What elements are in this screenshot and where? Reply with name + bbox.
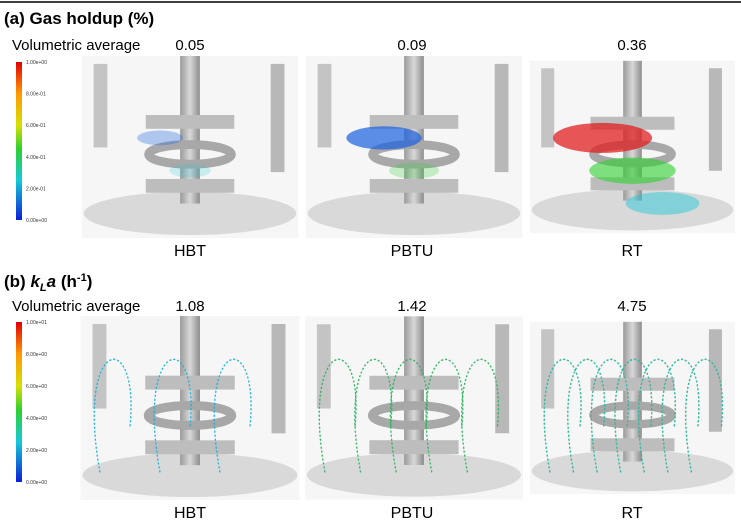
gas-region [137, 131, 183, 146]
impeller-name: HBT [174, 243, 206, 260]
colorbar-tick-label: 4.00e+00 [26, 416, 47, 422]
panel-title-text: Gas holdup (%) [30, 9, 155, 28]
colorbar-tick-label: 0.00e+00 [26, 480, 47, 486]
colorbar-tick-label: 0.00e+00 [26, 218, 47, 224]
gas-region [589, 157, 675, 183]
average-value: 1.42 [397, 298, 426, 315]
impeller-name: RT [621, 505, 642, 522]
impeller-name: HBT [174, 505, 206, 522]
average-value: 0.09 [397, 37, 426, 54]
simulation-image [306, 56, 522, 238]
colorbar-tick-label: 2.00e+00 [26, 448, 47, 454]
average-value: 1.08 [175, 298, 204, 315]
colorbar-tick-label: 8.00e-01 [26, 92, 46, 98]
figure: (a) Gas holdup (%) Volumetric average (b… [0, 0, 741, 528]
colorbar-tick-label: 8.00e+00 [26, 352, 47, 358]
simulation-image [305, 316, 523, 499]
panel-title: (b) kLa (h-1) [4, 272, 92, 294]
panel-label: (b) [4, 272, 26, 291]
gas-region [169, 164, 211, 178]
superscript: -1 [77, 272, 87, 284]
average-label: Volumetric average [12, 37, 140, 54]
colorbar-tick-label: 6.00e+00 [26, 384, 47, 390]
panel-title: (a) Gas holdup (%) [4, 9, 154, 28]
simulation-image [530, 322, 735, 494]
colorbar-tick-label: 1.00e+00 [26, 60, 47, 66]
average-value: 4.75 [617, 298, 646, 315]
simulation-image [82, 56, 298, 238]
unit: (h [61, 272, 77, 291]
simulation-image [81, 316, 300, 500]
gas-region [626, 192, 700, 215]
colorbar-tick-label: 1.00e+01 [26, 320, 47, 326]
colorbar-tick-label: 6.00e-01 [26, 123, 46, 129]
gas-region [389, 163, 439, 179]
gas-region [346, 126, 421, 149]
colorbar-tick-label: 2.00e-01 [26, 186, 46, 192]
impeller-name: RT [621, 243, 642, 260]
unit: ) [87, 272, 93, 291]
gas-region [553, 123, 652, 153]
impeller-name: PBTU [391, 243, 434, 260]
impeller-name: PBTU [391, 505, 434, 522]
panel-label: (a) [4, 9, 25, 28]
colorbar [16, 322, 22, 482]
average-value: 0.36 [617, 37, 646, 54]
symbol: a [47, 272, 56, 291]
colorbar-tick-label: 4.00e-01 [26, 155, 46, 161]
average-label: Volumetric average [12, 298, 140, 315]
colorbar [16, 62, 22, 220]
average-value: 0.05 [175, 37, 204, 54]
